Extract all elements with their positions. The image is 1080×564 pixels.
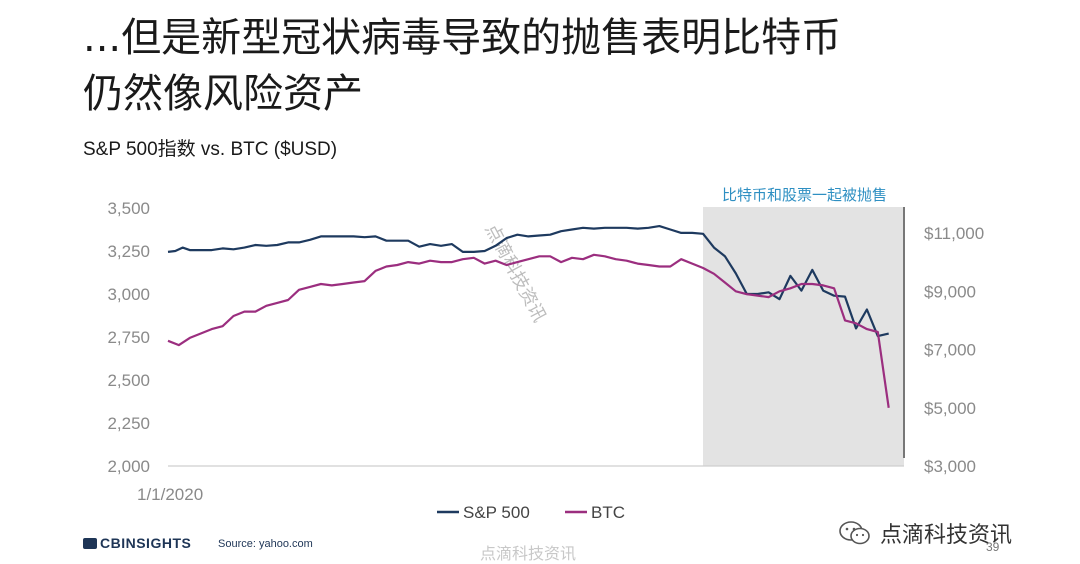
logo-text: CBINSIGHTS bbox=[100, 535, 192, 551]
left-axis-tick-label: 2,000 bbox=[107, 457, 150, 476]
left-axis-tick-label: 2,500 bbox=[107, 371, 150, 390]
slide-title-line-1: ...但是新型冠状病毒导致的抛售表明比特币 bbox=[83, 15, 842, 61]
brand-badge: 点滴科技资讯 bbox=[838, 517, 1012, 549]
left-axis-tick-label: 2,750 bbox=[107, 328, 150, 347]
right-axis-tick-label: $11,000 bbox=[924, 224, 984, 243]
wechat-icon bbox=[839, 521, 870, 545]
left-axis-tick-label: 3,000 bbox=[107, 285, 150, 304]
right-axis-tick-label: $7,000 bbox=[924, 341, 976, 360]
legend-label: S&P 500 bbox=[463, 503, 530, 522]
series-line-sp500 bbox=[167, 225, 889, 338]
left-axis-tick-label: 3,250 bbox=[107, 242, 150, 261]
cb-insights-logo: CBINSIGHTS bbox=[83, 535, 191, 551]
axis-layer: 2,000 2,250 2,500 2,750 3,000 3,250 3,500 $3,00… bbox=[107, 199, 984, 504]
right-axis-tick-label: $9,000 bbox=[924, 282, 976, 301]
series-layer bbox=[167, 225, 890, 408]
right-axis-tick-label: $5,000 bbox=[924, 399, 976, 418]
left-axis-tick-label: 3,500 bbox=[107, 199, 150, 218]
brand-text: 点滴科技资讯 bbox=[880, 523, 1013, 548]
left-axis-tick-label: 2,250 bbox=[107, 414, 150, 433]
legend-label: BTC bbox=[591, 503, 625, 522]
page-number: 39 bbox=[986, 540, 1000, 554]
chart-subtitle: S&P 500指数 vs. BTC ($USD) bbox=[83, 139, 338, 160]
bottom-watermark: 点滴科技资讯 bbox=[480, 544, 577, 563]
source-note: Source: yahoo.com bbox=[218, 538, 313, 550]
annotation-label: 比特币和股票一起被抛售 bbox=[722, 186, 887, 204]
slide-title-line-2: 仍然像风险资产 bbox=[83, 71, 363, 117]
series-line-btc bbox=[167, 253, 890, 408]
legend: S&P 500 BTC bbox=[437, 503, 625, 522]
cb-logo-icon bbox=[83, 538, 97, 549]
line-chart: 比特币和股票一起被抛售 2,000 2,250 2,500 2,750 3,000 3,2… bbox=[107, 186, 984, 522]
right-axis-tick-label: $3,000 bbox=[924, 457, 976, 476]
x-axis-start-label: 1/1/2020 bbox=[137, 485, 203, 504]
sell-off-shaded-region bbox=[703, 207, 904, 466]
shaded-region-layer: 比特币和股票一起被抛售 bbox=[703, 186, 905, 466]
